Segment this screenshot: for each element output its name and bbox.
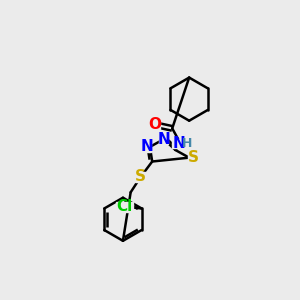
Text: H: H [182,137,192,150]
Text: N: N [173,136,185,151]
Text: O: O [148,117,161,132]
Text: N: N [140,140,153,154]
Bar [172,139,189,148]
Bar [188,153,199,162]
Bar [159,135,168,144]
Text: Cl: Cl [117,200,133,214]
Bar [135,172,146,182]
Bar [142,142,152,152]
Text: S: S [135,169,146,184]
Text: N: N [158,132,170,147]
Text: S: S [188,150,199,165]
Bar [149,120,160,129]
Bar [116,202,133,212]
